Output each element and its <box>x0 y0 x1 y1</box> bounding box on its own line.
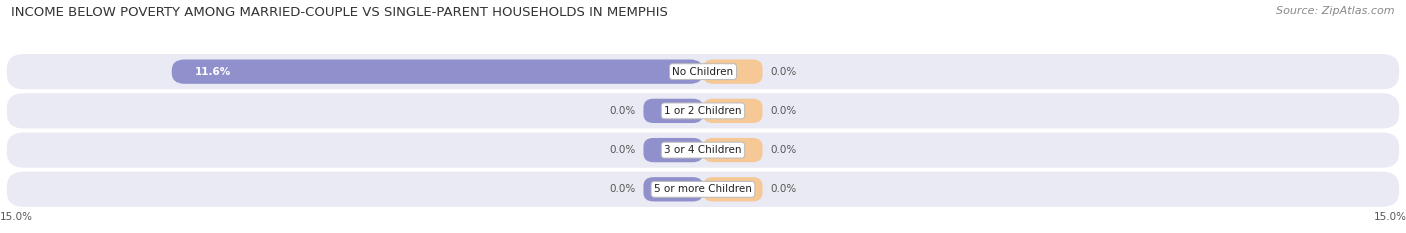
FancyBboxPatch shape <box>7 132 1399 168</box>
Text: Source: ZipAtlas.com: Source: ZipAtlas.com <box>1277 6 1395 16</box>
FancyBboxPatch shape <box>644 99 703 123</box>
Text: 0.0%: 0.0% <box>770 145 797 155</box>
Text: INCOME BELOW POVERTY AMONG MARRIED-COUPLE VS SINGLE-PARENT HOUSEHOLDS IN MEMPHIS: INCOME BELOW POVERTY AMONG MARRIED-COUPL… <box>11 6 668 19</box>
Text: 0.0%: 0.0% <box>609 145 636 155</box>
FancyBboxPatch shape <box>703 99 762 123</box>
FancyBboxPatch shape <box>7 54 1399 89</box>
Text: 11.6%: 11.6% <box>194 67 231 77</box>
Text: 5 or more Children: 5 or more Children <box>654 184 752 194</box>
Text: 0.0%: 0.0% <box>609 184 636 194</box>
FancyBboxPatch shape <box>7 93 1399 129</box>
Text: 1 or 2 Children: 1 or 2 Children <box>664 106 742 116</box>
Text: 0.0%: 0.0% <box>770 67 797 77</box>
Text: 0.0%: 0.0% <box>609 106 636 116</box>
FancyBboxPatch shape <box>172 59 703 84</box>
FancyBboxPatch shape <box>703 177 762 202</box>
Text: 3 or 4 Children: 3 or 4 Children <box>664 145 742 155</box>
Text: No Children: No Children <box>672 67 734 77</box>
FancyBboxPatch shape <box>703 59 762 84</box>
FancyBboxPatch shape <box>644 138 703 162</box>
Text: 0.0%: 0.0% <box>770 106 797 116</box>
FancyBboxPatch shape <box>703 138 762 162</box>
FancyBboxPatch shape <box>644 177 703 202</box>
FancyBboxPatch shape <box>7 172 1399 207</box>
Text: 0.0%: 0.0% <box>770 184 797 194</box>
